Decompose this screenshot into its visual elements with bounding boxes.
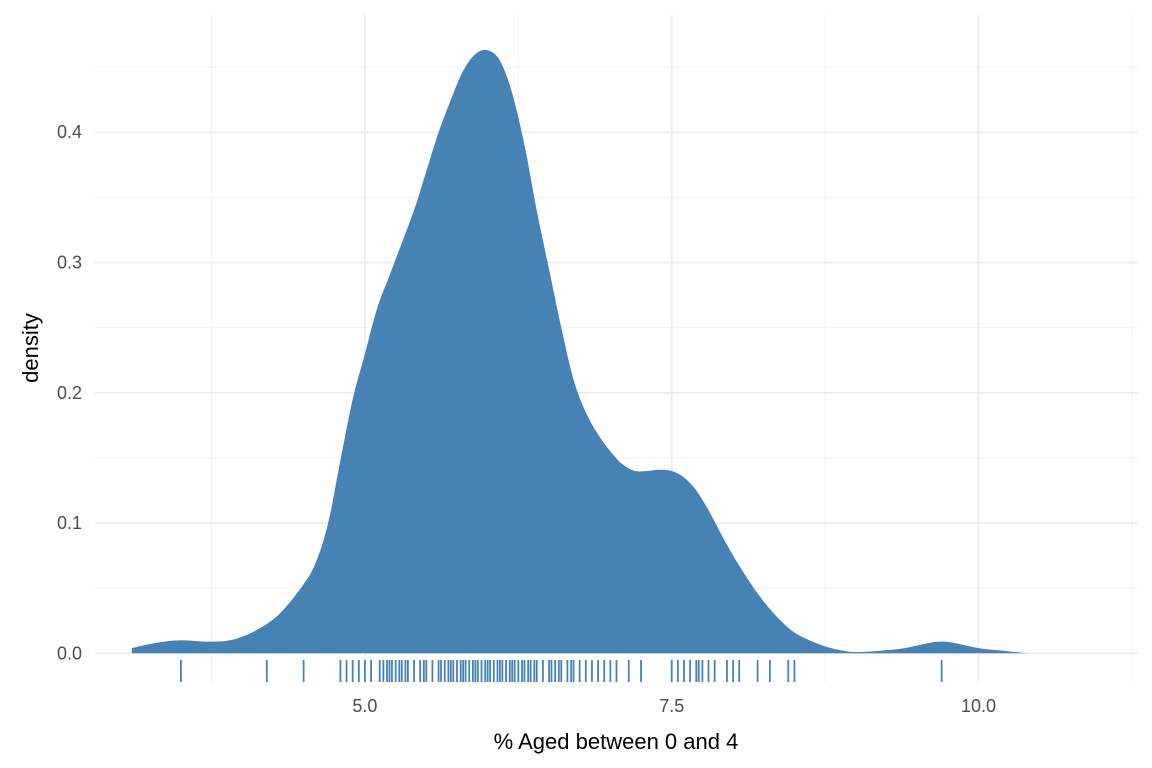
- rug-layer: [179, 660, 943, 682]
- y-tick-label: 0.0: [57, 643, 82, 663]
- tick-labels: 5.0 7.5 10.0 0.0 0.1 0.2 0.3 0.4: [57, 122, 996, 716]
- density-area-layer: [131, 49, 1028, 654]
- y-tick-label: 0.1: [57, 513, 82, 533]
- y-tick-label: 0.4: [57, 122, 82, 142]
- density-area: [131, 49, 1028, 654]
- x-tick-label: 7.5: [659, 696, 684, 716]
- y-axis-title: density: [18, 313, 43, 383]
- x-axis-title: % Aged between 0 and 4: [494, 729, 739, 754]
- x-tick-label: 5.0: [352, 696, 377, 716]
- y-tick-label: 0.2: [57, 383, 82, 403]
- x-tick-label: 10.0: [961, 696, 996, 716]
- y-tick-label: 0.3: [57, 253, 82, 273]
